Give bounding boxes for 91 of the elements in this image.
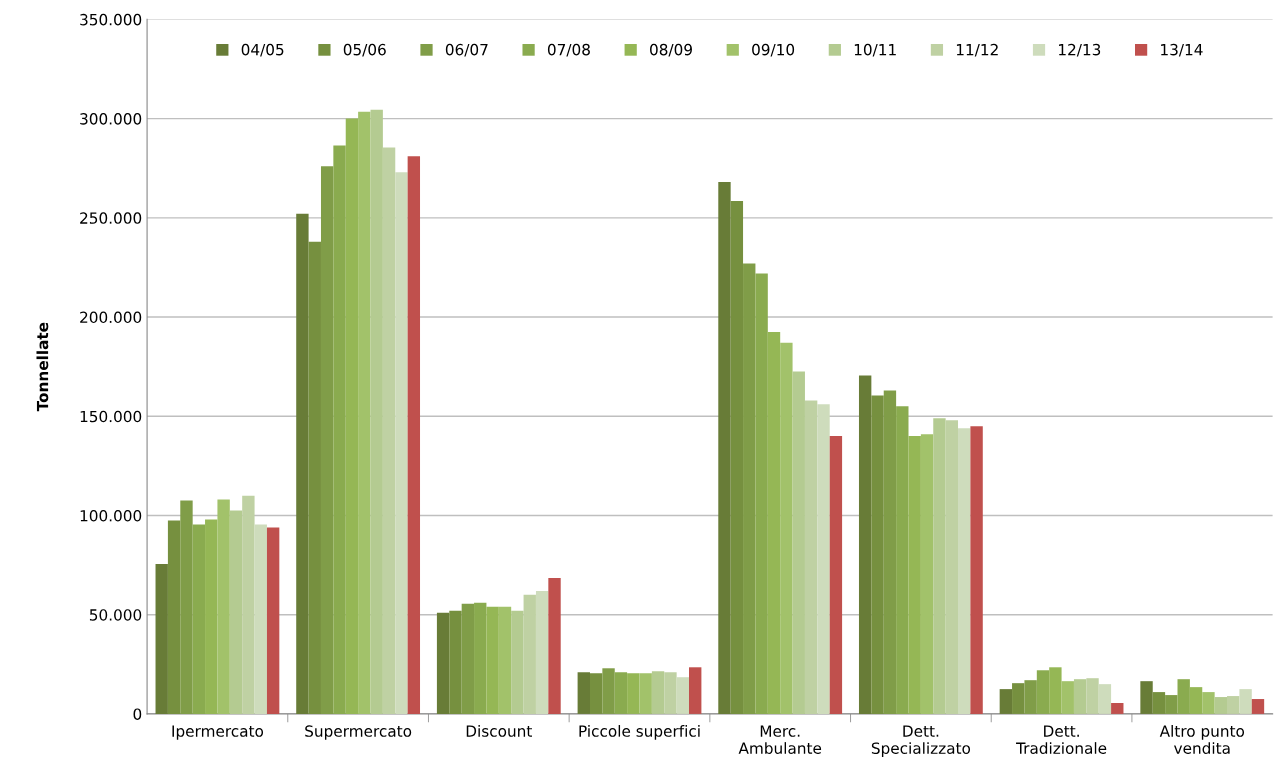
bar <box>523 594 536 714</box>
bar <box>858 375 872 714</box>
bar <box>1024 680 1037 714</box>
bar <box>229 510 243 714</box>
bar <box>1214 697 1228 714</box>
bar <box>266 527 280 714</box>
bar <box>743 263 756 714</box>
x-tick-label: Dett. Tradizionale <box>1016 725 1107 754</box>
bar <box>308 241 321 714</box>
bar <box>382 147 396 714</box>
bar <box>1140 681 1153 714</box>
bar <box>958 428 971 714</box>
bar <box>664 672 677 714</box>
bar <box>320 166 334 714</box>
bar <box>780 342 793 714</box>
bar <box>920 434 934 714</box>
legend-label: 10/11 <box>854 43 896 57</box>
bar <box>242 495 255 714</box>
x-tick-label: Altro punto vendita <box>1159 725 1245 754</box>
legend-label: 07/08 <box>547 43 590 57</box>
bar <box>407 156 421 714</box>
bar <box>535 590 549 714</box>
bar <box>548 577 561 714</box>
bar <box>792 371 805 714</box>
bar <box>589 673 603 714</box>
legend-label: 06/07 <box>445 43 488 57</box>
x-tick-label: Supermercato <box>305 725 412 740</box>
bar <box>511 610 524 714</box>
legend-label: 08/09 <box>650 43 692 57</box>
y-tick-label: 50.000 <box>89 609 142 621</box>
x-tick-label: Dett. Specializzato <box>871 725 971 757</box>
bar <box>1098 684 1112 714</box>
bar <box>829 436 843 714</box>
bar <box>817 404 830 714</box>
bar <box>676 677 690 714</box>
y-tick-label: 250.000 <box>80 212 142 224</box>
y-tick-label: 350.000 <box>80 13 142 26</box>
bar <box>639 673 652 714</box>
x-tick-label: Discount <box>466 725 532 737</box>
bar <box>296 213 309 714</box>
bar <box>1227 696 1240 714</box>
bar <box>730 200 744 714</box>
x-tick-label: Piccole superfici <box>579 725 700 740</box>
bar <box>1086 678 1099 714</box>
bar <box>1251 699 1265 714</box>
y-axis-title: Tonnellate <box>36 322 49 412</box>
legend-label: 11/12 <box>956 43 998 57</box>
legend-label: 05/06 <box>343 43 386 57</box>
y-tick-label: 100.000 <box>80 509 142 522</box>
bar <box>602 668 615 714</box>
bar <box>217 499 230 714</box>
legend-label: 12/13 <box>1059 43 1101 57</box>
y-tick-label: 150.000 <box>80 410 142 423</box>
bar <box>945 420 959 714</box>
bar <box>1061 681 1074 714</box>
bar <box>1012 683 1025 714</box>
bar <box>718 182 731 714</box>
bar <box>254 524 267 714</box>
y-tick-label: 200.000 <box>80 311 142 324</box>
x-tick-label: Merc. Ambulante <box>738 725 822 754</box>
y-tick-label: 300.000 <box>80 113 142 125</box>
bar <box>1073 679 1087 714</box>
bar <box>180 500 193 714</box>
legend-label: 04/05 <box>241 43 284 57</box>
bar <box>689 667 702 714</box>
bar <box>577 672 590 714</box>
bar <box>1111 703 1124 714</box>
bar <box>1152 692 1166 714</box>
bar <box>883 390 897 714</box>
bar <box>1165 695 1178 714</box>
bar <box>1202 692 1215 714</box>
bar <box>449 610 462 714</box>
bar <box>1239 689 1252 714</box>
bar <box>804 400 818 714</box>
bar <box>358 111 371 714</box>
bar <box>167 520 181 714</box>
x-tick-label: Ipermercato <box>172 725 264 740</box>
bar <box>436 612 450 714</box>
bar <box>155 564 168 714</box>
legend-label: 13/14 <box>1161 43 1203 57</box>
bar <box>871 395 884 714</box>
bar <box>395 172 408 714</box>
bar <box>933 418 946 714</box>
bar <box>370 109 383 714</box>
bar <box>970 426 983 714</box>
bar <box>498 606 512 714</box>
bar <box>461 603 475 714</box>
bar <box>999 689 1013 714</box>
bar <box>651 671 665 714</box>
y-tick-label: 0 <box>133 708 142 720</box>
legend-label: 09/10 <box>752 43 795 57</box>
